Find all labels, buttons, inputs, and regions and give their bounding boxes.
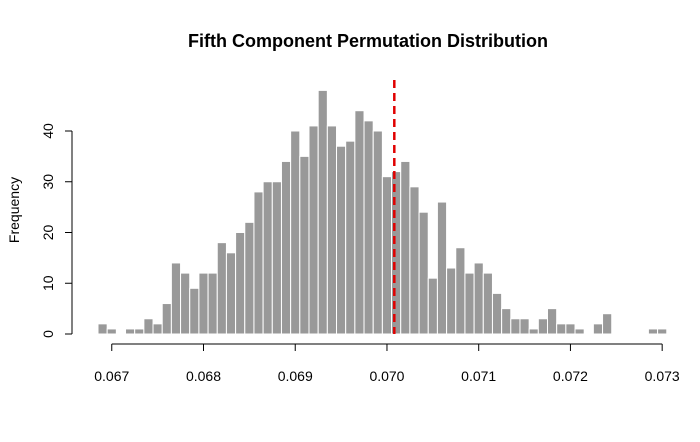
histogram-bar: [547, 308, 558, 335]
histogram-bar: [290, 130, 301, 335]
histogram-bar: [602, 313, 613, 335]
histogram-bar: [262, 181, 273, 335]
histogram-bar: [106, 328, 117, 335]
x-tick-label: 0.073: [645, 368, 680, 384]
histogram-bar: [647, 328, 659, 335]
histogram-bar: [308, 125, 319, 335]
histogram-bar: [152, 323, 163, 335]
histogram-bar: [326, 125, 338, 335]
histogram-bar: [299, 155, 310, 335]
histogram-bar: [574, 328, 585, 335]
histogram-bar: [207, 272, 218, 335]
histogram-bar: [657, 328, 668, 335]
histogram-bar: [354, 110, 365, 335]
y-tick-label: 20: [40, 225, 56, 241]
histogram-bar: [592, 323, 604, 335]
bars-group: [97, 89, 668, 335]
histogram-bar: [317, 89, 328, 335]
x-axis: 0.067 0.068 0.069 0.070 0.071 0.072 0.073: [94, 343, 680, 384]
histogram-bar: [510, 318, 521, 335]
y-tick-label: 40: [40, 123, 56, 139]
histogram-bar: [143, 318, 154, 335]
x-tick-label: 0.069: [278, 368, 313, 384]
histogram-bar: [427, 277, 438, 335]
histogram-bar: [556, 323, 567, 335]
y-tick-label: 30: [40, 174, 56, 190]
histogram-bar: [409, 186, 420, 335]
histogram-bar: [363, 120, 374, 335]
histogram-bar: [244, 221, 255, 335]
histogram-bar: [225, 252, 237, 335]
histogram-bar: [161, 303, 172, 335]
histogram-bar: [446, 267, 457, 335]
x-tick-label: 0.068: [186, 368, 221, 384]
histogram-bar: [198, 272, 209, 335]
histogram-bar: [235, 232, 246, 335]
histogram-bar: [491, 292, 503, 335]
histogram-bar: [125, 328, 136, 335]
histogram-bar: [336, 145, 347, 335]
histogram-bar: [436, 201, 448, 335]
histogram-bar: [482, 272, 493, 335]
histogram-bar: [381, 176, 393, 335]
histogram-bar: [170, 262, 182, 335]
histogram-bar: [216, 242, 227, 335]
histogram-bar: [519, 318, 530, 335]
histogram-bar: [97, 323, 108, 335]
histogram-bar: [464, 272, 475, 335]
y-axis: 0 10 20 30 40: [40, 123, 73, 338]
chart-title: Fifth Component Permutation Distribution: [188, 31, 548, 51]
x-tick-label: 0.071: [461, 368, 496, 384]
histogram-bar: [372, 130, 383, 335]
histogram-bar: [455, 247, 466, 335]
histogram-bar: [473, 262, 484, 335]
histogram-bar: [280, 160, 292, 335]
y-tick-label: 0: [40, 330, 56, 338]
histogram-bar: [418, 211, 429, 335]
x-tick-label: 0.067: [94, 368, 129, 384]
histogram-bar: [565, 323, 576, 335]
histogram-bar: [253, 191, 264, 335]
histogram-bar: [180, 272, 191, 335]
histogram-bar: [537, 318, 549, 335]
y-tick-label: 10: [40, 275, 56, 291]
histogram-bar: [189, 287, 200, 335]
x-tick-label: 0.072: [553, 368, 588, 384]
histogram-bar: [400, 160, 411, 335]
x-tick-label: 0.070: [369, 368, 404, 384]
histogram-bar: [271, 181, 282, 335]
y-axis-title: Frequency: [6, 177, 22, 243]
histogram-bar: [134, 328, 145, 335]
histogram-bar: [345, 140, 356, 335]
histogram-bar: [528, 328, 539, 335]
histogram-bar: [501, 308, 512, 335]
histogram-bar: [391, 171, 402, 335]
